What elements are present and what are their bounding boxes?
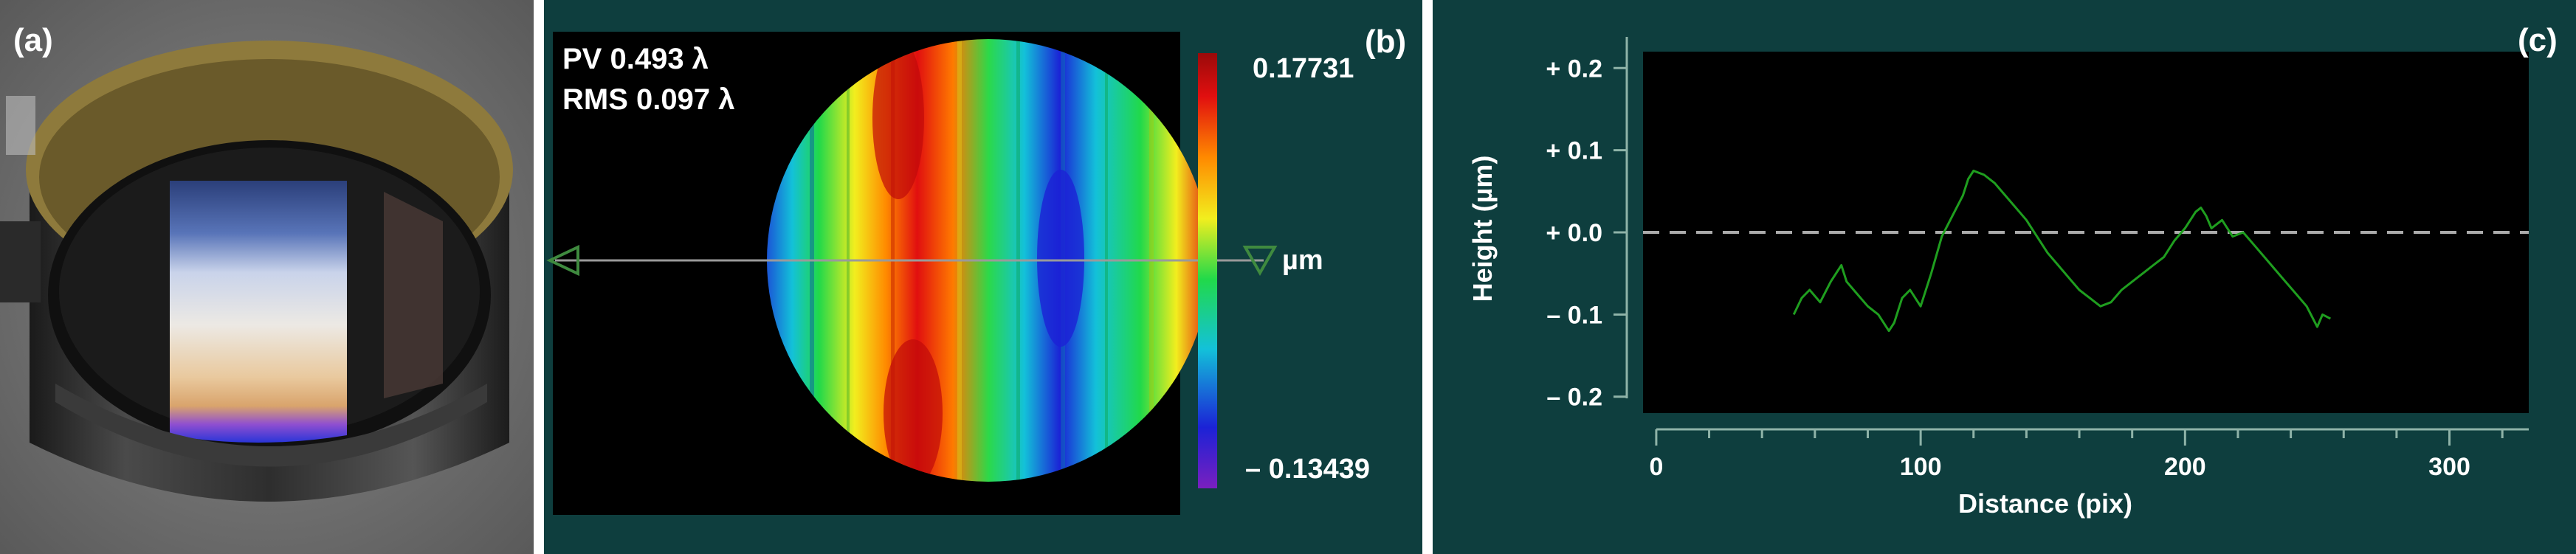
x-tick-label: 300	[2428, 453, 2470, 481]
panel-c: + 0.2 + 0.1 + 0.0 – 0.1 – 0.2 0 100 200 300 Hei…	[1433, 0, 2576, 554]
colorbar-max-label: 0.17731	[1253, 53, 1354, 84]
x-tick-label: 200	[2164, 453, 2206, 481]
panel-a-label: (a)	[13, 22, 53, 58]
left-section-marker[interactable]	[546, 244, 579, 277]
x-axis-label: Distance (pix)	[1958, 488, 2132, 519]
colorbar-unit-label: µm	[1282, 245, 1323, 276]
y-tick-label: – 0.1	[1546, 301, 1602, 329]
pv-text: PV 0.493 λ	[562, 43, 709, 75]
surface-map: PV 0.493 λ RMS 0.097 λ 0.17731 µm – 0.13…	[546, 32, 1370, 515]
colorbar	[1198, 53, 1217, 488]
rms-text: RMS 0.097 λ	[562, 83, 734, 116]
mirror-photo	[0, 0, 534, 554]
y-axis-label: Height (µm)	[1467, 156, 1498, 302]
panel-a: (a)	[0, 0, 534, 554]
height-profile-line	[1792, 170, 2331, 333]
y-tick-label: + 0.0	[1546, 219, 1602, 247]
height-profile-chart: + 0.2 + 0.1 + 0.0 – 0.1 – 0.2 0 100 200 300 Hei…	[1467, 37, 2529, 519]
y-tick-label: + 0.2	[1546, 55, 1602, 83]
y-tick-label: + 0.1	[1546, 137, 1602, 165]
right-section-marker[interactable]	[1242, 246, 1278, 277]
panel-c-label: (c)	[2518, 22, 2558, 58]
panel-b-label: (b)	[1365, 24, 1407, 60]
series-group	[1792, 170, 2331, 333]
colorbar-min-label: – 0.13439	[1245, 454, 1370, 485]
x-axis: 0 100 200 300	[1649, 428, 2529, 481]
x-tick-label: 100	[1900, 453, 1942, 481]
y-axis: + 0.2 + 0.1 + 0.0 – 0.1 – 0.2	[1546, 37, 1628, 412]
x-tick-label: 0	[1649, 453, 1663, 481]
panel-b: PV 0.493 λ RMS 0.097 λ 0.17731 µm – 0.13…	[544, 0, 1422, 554]
y-tick-label: – 0.2	[1546, 384, 1602, 412]
